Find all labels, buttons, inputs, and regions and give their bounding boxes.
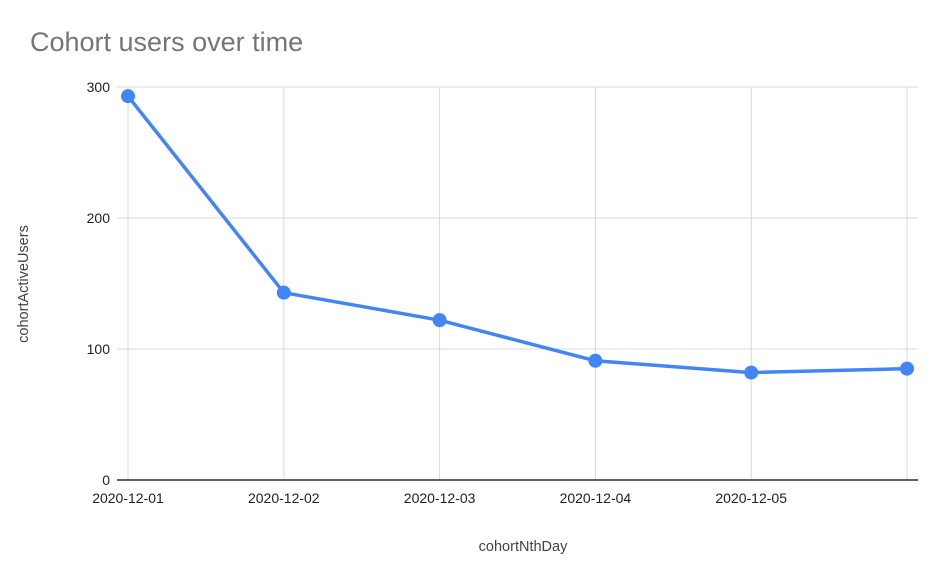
chart-title: Cohort users over time [30,27,304,57]
data-point-marker [432,313,447,328]
data-point-marker [588,353,603,368]
x-tick-label: 2020-12-05 [715,490,787,506]
data-point-marker [744,365,759,380]
y-tick-label: 0 [102,472,110,488]
y-tick-label: 100 [87,341,111,357]
x-tick-label: 2020-12-02 [248,490,320,506]
data-point-marker [276,285,291,300]
x-tick-label: 2020-12-04 [560,490,632,506]
x-axis-title: cohortNthDay [478,539,568,555]
x-tick-label: 2020-12-01 [92,490,164,506]
x-tick-label: 2020-12-03 [404,490,476,506]
y-tick-label: 200 [87,210,111,226]
data-point-marker [900,361,914,376]
data-point-marker [121,89,135,104]
data-line [126,94,909,375]
y-tick-label: 300 [87,79,111,95]
